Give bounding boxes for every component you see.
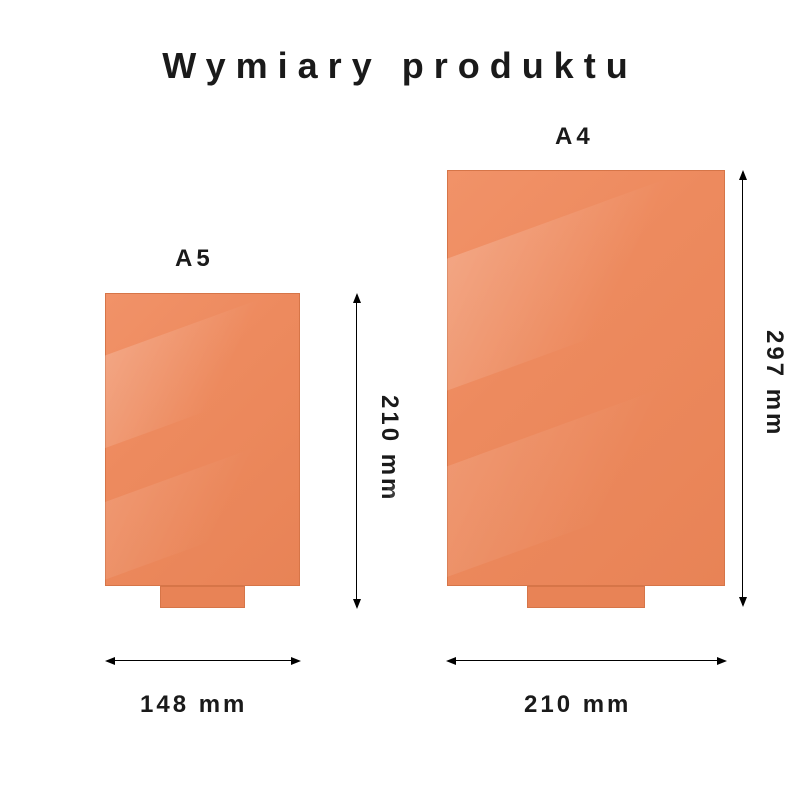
arrow-icon [105,657,115,665]
a5-label: A5 [175,245,214,273]
a4-label: A4 [555,123,594,151]
a5-panel [105,293,300,586]
a4-panel [447,170,725,586]
a5-stand [160,586,245,608]
a4-height-label: 297 mm [760,330,788,437]
a4-height-line [742,172,743,605]
a5-height-line [356,295,357,607]
arrow-icon [446,657,456,665]
a5-width-line [108,660,298,661]
a4-width-label: 210 mm [524,691,631,719]
a5-width-label: 148 mm [140,691,247,719]
arrow-icon [291,657,301,665]
arrow-icon [353,293,361,303]
arrow-icon [739,170,747,180]
a4-stand [527,586,645,608]
arrow-icon [717,657,727,665]
arrow-icon [353,599,361,609]
page-title: Wymiary produktu [0,45,800,87]
arrow-icon [739,597,747,607]
a4-width-line [449,660,724,661]
